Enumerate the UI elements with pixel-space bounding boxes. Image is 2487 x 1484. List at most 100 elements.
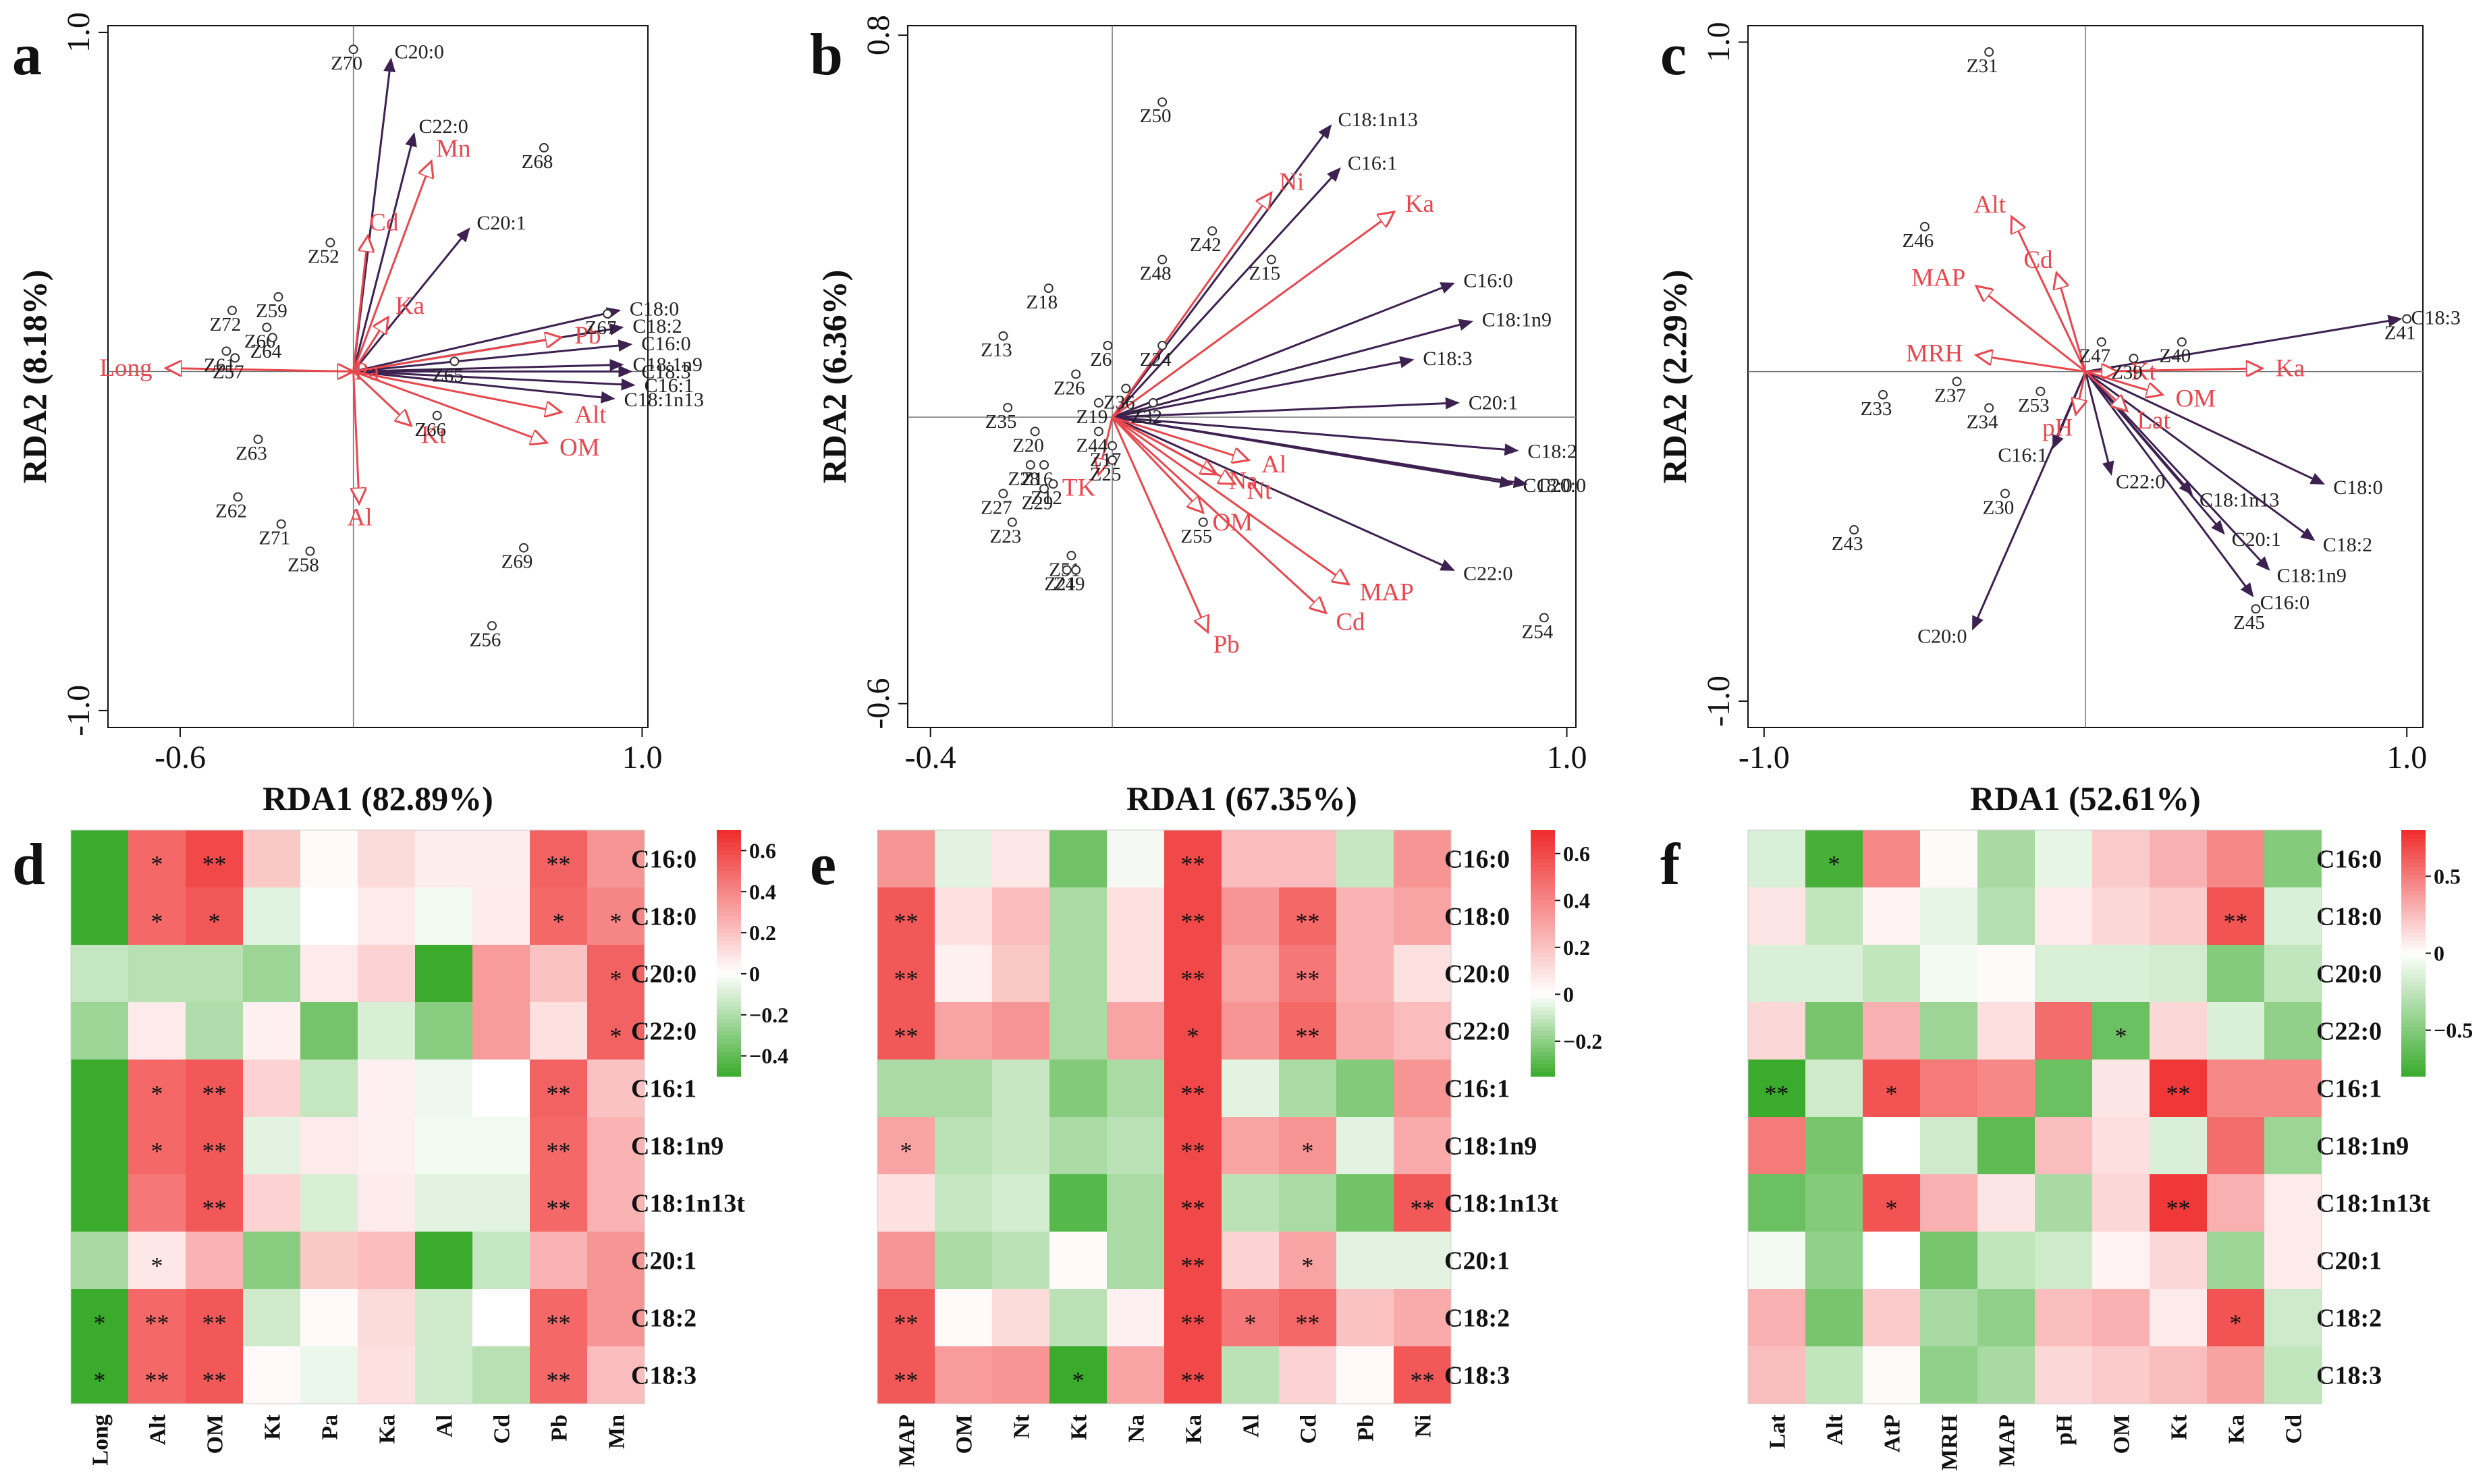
panel-label: e <box>810 832 836 898</box>
response-vector-label: C18:1n13 <box>1338 109 1418 131</box>
sample-point <box>1103 341 1113 351</box>
colorbar-segment <box>2401 838 2426 843</box>
sample-point <box>230 353 240 363</box>
env-vector-label: Alt <box>1974 191 2006 219</box>
sample-point <box>1157 97 1168 107</box>
response-vector <box>1111 124 1332 418</box>
heatmap-cell <box>358 1346 416 1404</box>
heatmap-cell <box>243 887 301 945</box>
sample-point <box>1157 341 1168 351</box>
heatmap-cell <box>877 1174 935 1232</box>
heatmap-cell <box>935 1060 993 1118</box>
sample-point <box>2251 604 2261 614</box>
heatmap-cell <box>1863 1346 1921 1404</box>
significance-mark: ** <box>1181 1310 1205 1337</box>
column-label: Cd <box>2282 1414 2307 1444</box>
response-vector-label: C16:0 <box>2260 591 2310 613</box>
heatmap-cell <box>300 1346 358 1404</box>
heatmap-cell <box>1748 945 1806 1003</box>
response-vector <box>2084 370 2225 535</box>
colorbar-segment <box>2401 862 2426 868</box>
heatmap-cell <box>877 1346 935 1404</box>
colorbar-segment <box>1531 953 1555 958</box>
env-vector <box>1111 193 1272 418</box>
heatmap-cell <box>992 945 1050 1003</box>
heatmap-cell <box>186 1174 244 1232</box>
colorbar-segment <box>2401 1022 2426 1028</box>
significance-mark: ** <box>202 851 227 878</box>
heatmap-cell <box>300 1002 358 1060</box>
colorbar-segment <box>717 1035 741 1040</box>
y-tick-label: 0.8 <box>860 15 896 55</box>
y-tick-label: -0.6 <box>860 678 896 730</box>
heatmap-cell <box>2264 1289 2322 1347</box>
heatmap-cell <box>2092 1060 2150 1118</box>
y-axis-label: RDA2 (2.29%) <box>1656 270 1693 484</box>
heatmap-cell <box>992 1002 1050 1060</box>
heatmap-cell <box>2150 1232 2208 1290</box>
colorbar-segment <box>1531 1043 1555 1049</box>
row-label: C20:0 <box>631 960 696 989</box>
heatmap-cell <box>935 887 993 945</box>
heatmap-cell <box>1805 1002 1863 1060</box>
row-label: C16:0 <box>2316 846 2382 874</box>
column-label: Pa <box>318 1414 343 1440</box>
colorbar-segment <box>1531 1068 1555 1073</box>
heatmap-cell <box>1805 1060 1863 1118</box>
heatmap-cell <box>2092 887 2150 945</box>
colorbar-segment <box>2401 1047 2426 1053</box>
heatmap-cell <box>472 1060 530 1118</box>
heatmap-cell <box>1049 830 1108 888</box>
sample-point <box>273 292 283 302</box>
x-tick-label: 1.0 <box>622 740 662 775</box>
colorbar-segment <box>717 830 741 835</box>
colorbar-segment <box>717 986 741 991</box>
heatmap-cell <box>2207 830 2265 888</box>
heatmap-cell <box>1107 1289 1165 1347</box>
colorbar-segment <box>1531 842 1555 847</box>
colorbar-segment <box>2401 830 2426 835</box>
heatmap-cell <box>1279 887 1337 945</box>
colorbar-segment <box>717 916 741 921</box>
colorbar-segment <box>717 1010 741 1016</box>
x-tick-label: 1.0 <box>1547 740 1587 775</box>
sample-label: Z16 <box>1022 468 1054 490</box>
response-vector-label: C18:0 <box>2333 476 2382 499</box>
significance-mark: ** <box>547 1138 571 1165</box>
significance-mark: ** <box>547 1310 571 1337</box>
column-label: Alt <box>1823 1414 1848 1445</box>
env-vector-label: OM <box>2175 385 2216 413</box>
heatmap-cell <box>186 1002 244 1060</box>
row-label: C16:1 <box>2316 1075 2382 1103</box>
row-label: C20:1 <box>2316 1247 2382 1275</box>
heatmap-cell <box>1164 1174 1222 1232</box>
colorbar-segment <box>717 854 741 860</box>
heatmap-cell <box>1336 1174 1394 1232</box>
heatmap-cell <box>2207 1232 2265 1290</box>
colorbar-segment <box>1531 933 1555 937</box>
colorbar-segment <box>717 924 741 929</box>
heatmap-cell <box>1164 945 1222 1003</box>
response-vector-label: C16:0 <box>641 333 690 355</box>
heatmap-cell <box>128 1060 186 1118</box>
colorbar-segment <box>717 1060 741 1065</box>
colorbar-segment <box>1531 957 1555 962</box>
colorbar-segment <box>2401 965 2426 970</box>
heatmap-cell <box>1863 1002 1921 1060</box>
sample-point <box>276 519 286 529</box>
row-label: C20:1 <box>631 1247 696 1275</box>
significance-mark: ** <box>2166 1080 2191 1107</box>
sample-point <box>267 333 277 343</box>
colorbar-segment <box>1531 871 1555 876</box>
sample-point <box>519 543 529 553</box>
heatmap-cell <box>2035 1232 2093 1290</box>
colorbar-segment <box>1531 879 1555 884</box>
heatmap-cell <box>2207 945 2265 1003</box>
heatmap-cell <box>71 1232 129 1290</box>
column-label: OM <box>952 1414 977 1454</box>
colorbar-segment <box>1531 973 1555 979</box>
heatmap-cell <box>935 1232 993 1290</box>
significance-mark: * <box>94 1310 106 1337</box>
response-vector <box>1112 397 1460 418</box>
